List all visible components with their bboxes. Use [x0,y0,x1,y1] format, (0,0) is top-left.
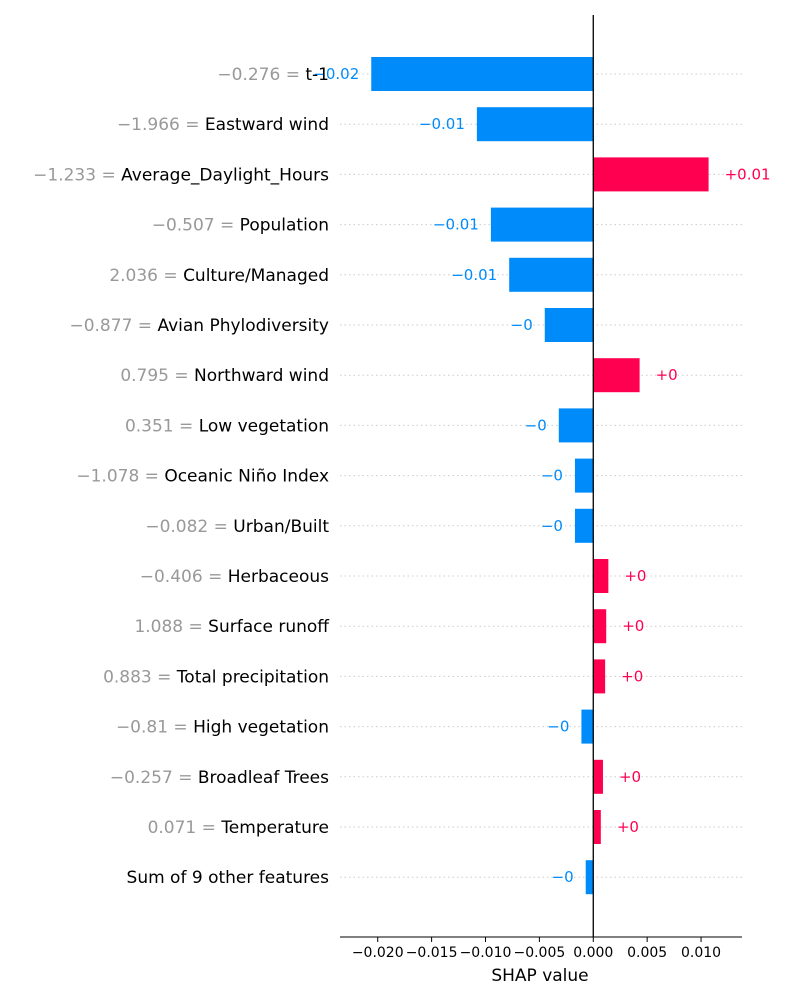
feature-value: −0.257 = [110,768,198,788]
feature-label: −0.257 = Broadleaf Trees [110,768,329,788]
feature-value: −0.082 = [145,517,233,537]
feature-label: −0.507 = Population [152,216,329,236]
feature-value: 0.883 = [103,667,177,687]
feature-label: −1.966 = Eastward wind [117,115,329,135]
x-tick-label: 0.000 [573,945,613,961]
bar-value-label: −0.02 [313,65,359,83]
feature-value: −1.966 = [117,115,205,135]
bar [581,709,594,744]
feature-value: −1.233 = [33,165,121,185]
bar-value-label: +0 [624,567,646,585]
feature-name: Avian Phylodiversity [157,316,329,336]
feature-value: 1.088 = [134,617,208,637]
bar-value-label: +0 [656,366,678,384]
feature-label: −1.233 = Average_Daylight_Hours [33,165,329,185]
feature-name: Oceanic Niño Index [164,467,329,487]
bar-value-label: +0 [619,768,641,786]
feature-value: −0.877 = [69,316,157,336]
feature-label: 0.351 = Low vegetation [125,416,329,436]
feature-label: 0.795 = Northward wind [120,366,329,386]
feature-value: −1.078 = [76,467,164,487]
bar-value-label: +0 [617,818,639,836]
x-axis-label: SHAP value [491,966,588,986]
x-axis: −0.020 −0.015 −0.010 −0.005 0.000 0.005 0.010 [340,15,742,961]
feature-value: 0.071 = [148,818,222,838]
bar-value-label: −0 [547,718,569,736]
bar-value-label: +0 [622,617,644,635]
x-tick-label: −0.015 [406,945,458,961]
feature-labels: −0.02−0.276 = t-1−0.01−1.966 = Eastward … [33,65,770,888]
feature-name: t-1 [305,65,329,85]
x-tick-label: 0.005 [627,945,667,961]
feature-name: Sum of 9 other features [127,868,330,888]
feature-name: Eastward wind [205,115,329,135]
bar [593,157,709,192]
bar-value-label: +0.01 [725,165,771,183]
feature-name: Total precipitation [176,667,329,687]
feature-name: Low vegetation [199,416,329,436]
feature-name: Surface runoff [208,617,330,637]
bar [574,458,594,493]
feature-value: 0.795 = [120,366,194,386]
feature-value: −0.507 = [152,216,240,236]
feature-name: Culture/Managed [183,266,329,286]
feature-name: Herbaceous [228,567,329,587]
bar [490,207,594,242]
feature-label: −0.81 = High vegetation [116,718,329,738]
bar [593,358,640,393]
feature-label: 1.088 = Surface runoff [134,617,330,637]
feature-label: −0.082 = Urban/Built [145,517,329,537]
x-tick-label: −0.005 [513,945,565,961]
bars [371,57,709,895]
feature-name: Temperature [220,818,329,838]
bar-value-label: −0 [541,517,563,535]
x-tick-label: −0.020 [352,945,404,961]
bar-value-label: −0.01 [451,266,497,284]
bar [509,257,594,292]
bar [371,57,594,91]
feature-label: −0.276 = t-1 [217,65,329,85]
feature-name: Average_Daylight_Hours [121,165,329,185]
bar [593,810,601,844]
bar-value-label: −0 [552,868,574,886]
feature-label: −0.406 = Herbaceous [140,567,329,587]
feature-name: Northward wind [194,366,329,386]
bar [558,408,594,443]
bar [593,659,606,694]
bar-value-label: −0.01 [433,216,479,234]
bar [544,308,594,342]
x-tick-label: −0.010 [460,945,512,961]
feature-name: Broadleaf Trees [198,768,329,788]
feature-label: −0.877 = Avian Phylodiversity [69,316,329,336]
feature-value: −0.81 = [116,718,193,738]
bar [593,759,603,794]
feature-label: Sum of 9 other features [127,868,330,888]
feature-label: −1.078 = Oceanic Niño Index [76,467,329,487]
feature-value: −0.276 = [217,65,305,85]
feature-name: High vegetation [193,718,329,738]
bar-value-label: −0 [511,316,533,334]
bar-value-label: +0 [621,667,643,685]
bar-value-label: −0.01 [419,115,465,133]
feature-value: 0.351 = [125,416,199,436]
feature-value: −0.406 = [140,567,228,587]
feature-label: 0.883 = Total precipitation [103,667,329,687]
bar [476,107,594,142]
bar-value-label: −0 [525,416,547,434]
bar-value-label: −0 [541,467,563,485]
bar [585,860,594,895]
feature-label: 2.036 = Culture/Managed [109,266,329,286]
feature-name: Urban/Built [233,517,329,537]
bar [593,559,609,593]
feature-name: Population [240,216,329,236]
feature-label: 0.071 = Temperature [148,818,329,838]
feature-value: 2.036 = [109,266,183,286]
x-tick-label: 0.010 [681,945,721,961]
bar [593,609,607,644]
bar [574,508,594,543]
